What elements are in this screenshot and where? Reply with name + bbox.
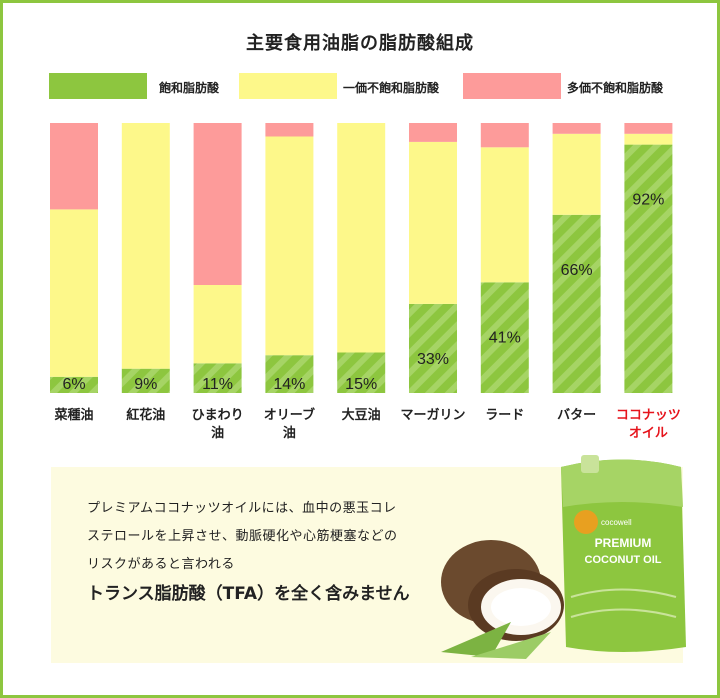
product-line1: PREMIUM: [595, 536, 652, 550]
legend-label-saturated: 飽和脂肪酸: [159, 81, 220, 95]
bar-segment: [121, 123, 170, 369]
data-label: 41%: [489, 329, 521, 346]
product-image: cocowell PREMIUM COCONUT OIL: [441, 455, 686, 659]
data-label: 92%: [632, 192, 664, 209]
bar-segment: [624, 133, 673, 145]
bar-segment: [265, 355, 314, 393]
legend-swatch-saturated: [49, 73, 147, 99]
bar-segment: [50, 123, 98, 210]
chart-title: 主要食用油脂の脂肪酸組成: [246, 33, 474, 54]
legend-label-polyunsaturated: 多価不飽和脂肪酸: [567, 81, 664, 95]
product-brand: cocowell: [601, 518, 632, 527]
legend-swatch-monounsaturated: [239, 73, 337, 99]
bar-segment: [409, 303, 457, 393]
bar-segment: [552, 214, 601, 393]
bar-segment: [337, 123, 386, 353]
data-label: 33%: [417, 351, 449, 368]
info-emphasis: トランス脂肪酸（TFA）を全く含みません: [87, 584, 410, 604]
data-label: 15%: [345, 376, 377, 393]
bar-segment: [480, 123, 529, 148]
data-label: 11%: [202, 376, 233, 393]
category-label: ラード: [485, 408, 525, 423]
info-line-2: ステロールを上昇させ、動脈硬化や心筋梗塞などの: [87, 529, 398, 544]
category-label: 菜種油: [54, 408, 94, 423]
pouch: [561, 459, 686, 652]
bar-segment: [193, 285, 242, 364]
bar-segment: [265, 136, 314, 356]
bar-segment: [193, 123, 242, 285]
bar-segment: [480, 147, 529, 283]
data-label: 9%: [134, 376, 157, 393]
bar-segment: [552, 123, 601, 134]
category-label: ココナッツ オイル: [615, 408, 681, 441]
info-box: プレミアムココナッツオイルには、血中の悪玉コレ ステロールを上昇させ、動脈硬化や…: [51, 455, 686, 663]
info-line-3: リスクがあると言われる: [87, 557, 235, 572]
category-label: ひまわり油: [191, 408, 244, 441]
category-label: バター: [557, 408, 597, 423]
bar-segment: [337, 352, 386, 393]
stacked-bar-chart: 6% 9% 11% 14% 15% 33% 41% 66% 92%: [50, 123, 673, 393]
category-label: 紅花油: [126, 408, 166, 423]
legend-swatch-polyunsaturated: [463, 73, 561, 99]
bar-segment: [624, 123, 673, 134]
legend-label-monounsaturated: 一価不飽和脂肪酸: [343, 81, 440, 95]
bar-segment: [265, 123, 314, 137]
data-label: 6%: [62, 376, 85, 393]
bar-segment: [624, 144, 673, 393]
category-label: マーガリン: [400, 408, 466, 423]
bar-segment: [193, 363, 242, 393]
bar-segment: [409, 123, 457, 142]
bar-segment: [50, 209, 98, 377]
brand-mark: [574, 510, 598, 534]
leaf: [441, 622, 511, 657]
bar-segment: [121, 368, 170, 393]
data-label: 14%: [273, 376, 305, 393]
data-label: 66%: [561, 262, 593, 279]
bar-segment: [480, 282, 529, 393]
product-line2: COCONUT OIL: [585, 554, 662, 566]
category-label: オリーブ油: [263, 408, 315, 441]
category-label: 大豆油: [341, 408, 381, 423]
bar-segment: [50, 376, 98, 393]
bar-segment: [552, 133, 601, 215]
info-line-1: プレミアムココナッツオイルには、血中の悪玉コレ: [87, 501, 397, 516]
bar-segment: [409, 141, 457, 304]
